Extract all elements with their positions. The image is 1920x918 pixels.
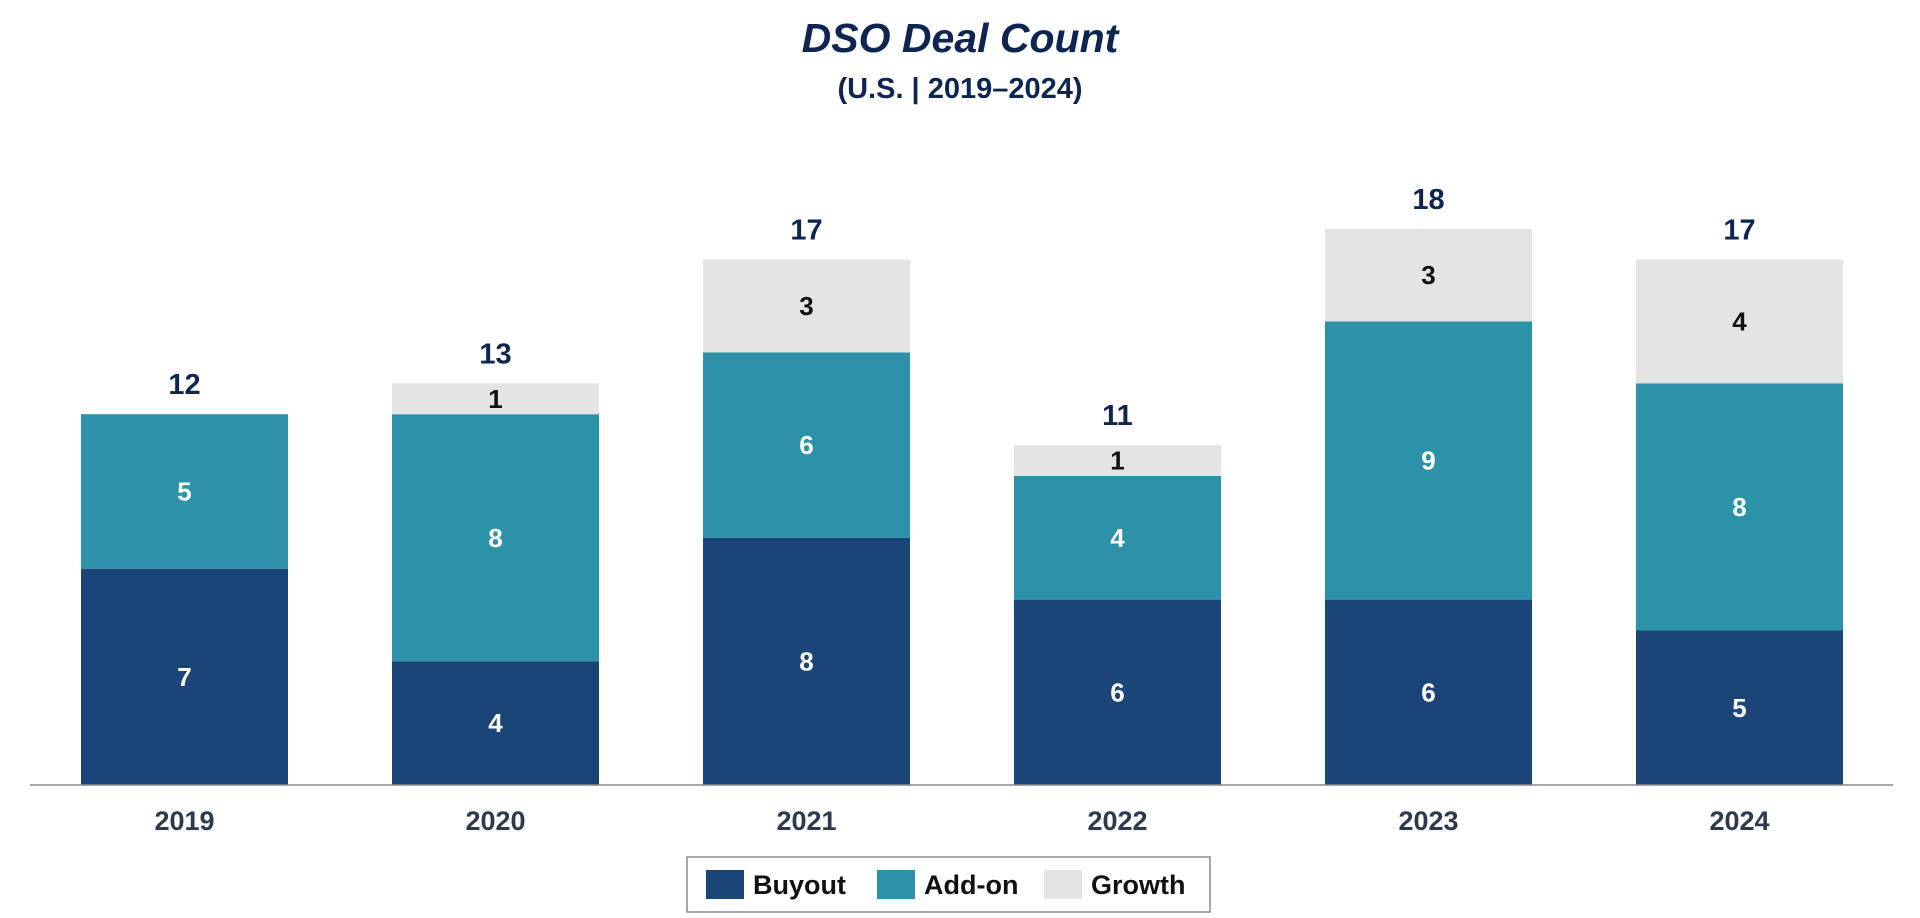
data-label-growth-2020: 1: [488, 384, 502, 414]
legend-swatch-buyout: [706, 870, 744, 899]
data-label-buyout-2023: 6: [1421, 677, 1435, 707]
total-label-2024: 17: [1723, 215, 1755, 247]
bar-buyout-2024: [1636, 630, 1843, 785]
legend-label-buyout: Buyout: [753, 870, 846, 900]
chart-subtitle: (U.S. | 2019–2024): [837, 73, 1082, 105]
x-tick-label-2020: 2020: [465, 806, 525, 836]
data-label-add-on-2019: 5: [177, 476, 191, 506]
bar-add-on-2019: [81, 414, 288, 569]
bar-growth-2023: [1325, 228, 1532, 322]
legend-box: [686, 856, 1211, 913]
data-label-growth-2024: 4: [1732, 307, 1747, 337]
bar-add-on-2024: [1636, 383, 1843, 631]
data-label-buyout-2021: 8: [799, 646, 813, 676]
bar-add-on-2022: [1014, 476, 1221, 600]
total-label-2020: 13: [479, 338, 511, 370]
legend: Buyout Add-on Growth: [686, 856, 1211, 913]
data-label-add-on-2024: 8: [1732, 492, 1746, 522]
data-label-growth-2021: 3: [799, 291, 813, 321]
x-tick-label-2021: 2021: [776, 806, 836, 836]
bar-add-on-2020: [392, 414, 599, 662]
data-label-growth-2023: 3: [1421, 260, 1435, 290]
data-label-buyout-2024: 5: [1732, 693, 1746, 723]
bar-buyout-2019: [81, 568, 288, 785]
bar-growth-2022: [1014, 445, 1221, 476]
data-label-buyout-2020: 4: [488, 708, 503, 738]
total-label-2023: 18: [1412, 184, 1444, 216]
bar-growth-2024: [1636, 259, 1843, 384]
chart-title: DSO Deal Count: [802, 15, 1121, 61]
data-label-add-on-2020: 8: [488, 523, 502, 553]
data-label-buyout-2022: 6: [1110, 677, 1124, 707]
legend-swatch-growth: [1044, 870, 1082, 899]
x-axis-ticks: 2019 2020 2021 2022 2023 2024: [154, 806, 1769, 836]
data-label-add-on-2022: 4: [1110, 523, 1125, 553]
bar-growth-2021: [703, 259, 910, 353]
total-label-2019: 12: [168, 369, 200, 401]
bar-buyout-2021: [703, 537, 910, 785]
data-label-growth-2022: 1: [1110, 446, 1124, 476]
bar-buyout-2020: [392, 661, 599, 785]
data-label-buyout-2019: 7: [177, 662, 191, 692]
bar-buyout-2023: [1325, 599, 1532, 785]
x-tick-label-2023: 2023: [1398, 806, 1458, 836]
total-label-2022: 11: [1102, 400, 1133, 432]
bar-buyout-2022: [1014, 599, 1221, 785]
data-label-add-on-2023: 9: [1421, 446, 1435, 476]
bar-growth-2020: [392, 383, 599, 415]
legend-label-growth: Growth: [1091, 870, 1186, 900]
data-label-add-on-2021: 6: [799, 430, 813, 460]
bar-add-on-2023: [1325, 321, 1532, 600]
legend-label-add-on: Add-on: [924, 870, 1018, 900]
legend-swatch-add-on: [877, 870, 915, 899]
total-label-2021: 17: [790, 215, 822, 247]
bar-add-on-2021: [703, 352, 910, 538]
x-tick-label-2019: 2019: [154, 806, 214, 836]
x-tick-label-2022: 2022: [1087, 806, 1147, 836]
x-tick-label-2024: 2024: [1709, 806, 1769, 836]
